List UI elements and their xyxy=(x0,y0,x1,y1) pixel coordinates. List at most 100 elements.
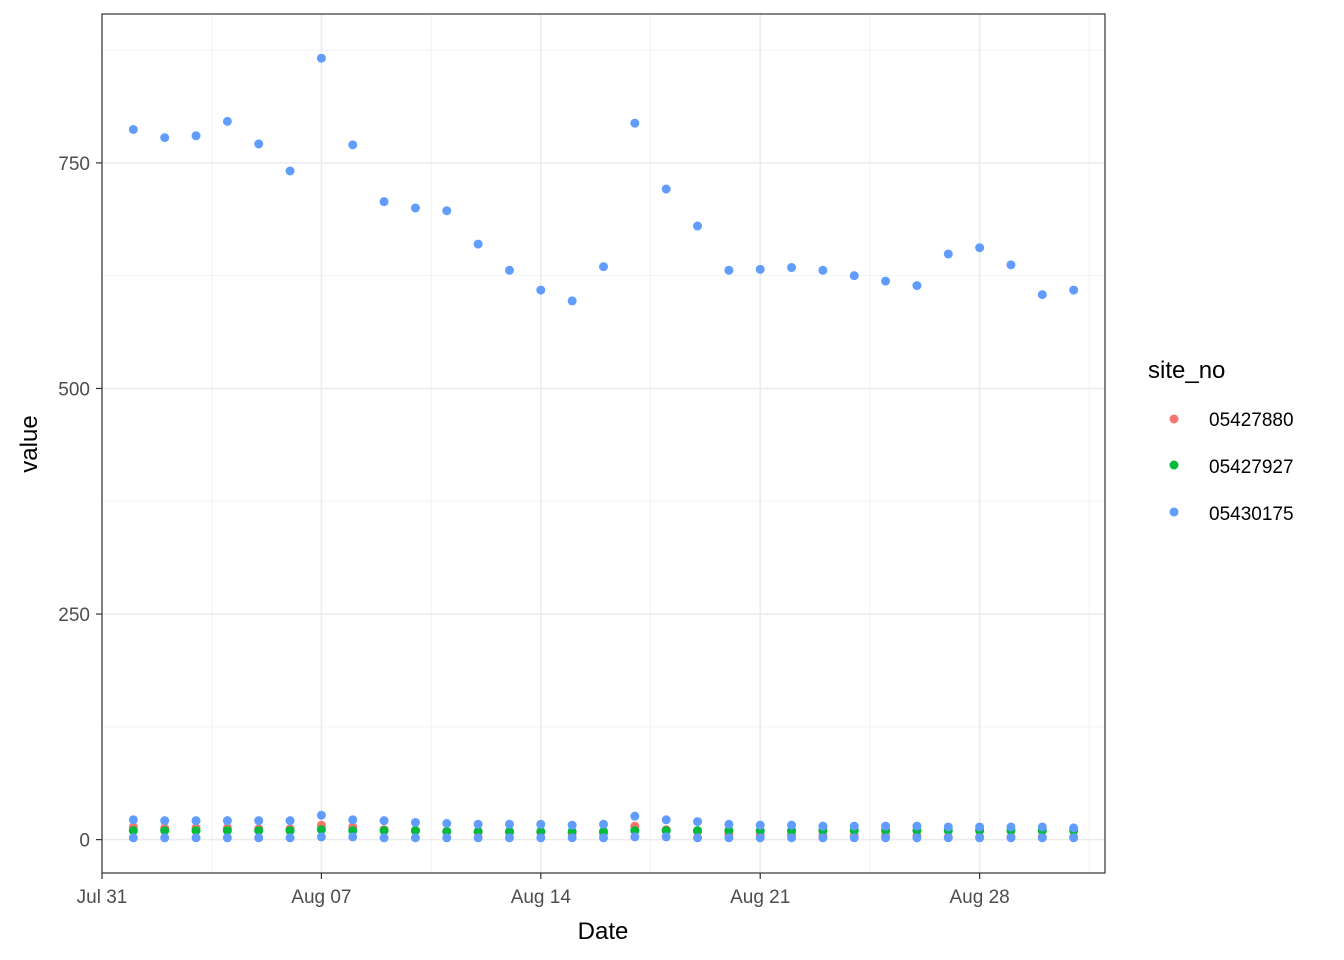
data-point xyxy=(128,826,138,836)
x-tick-label: Aug 28 xyxy=(950,887,1010,908)
data-point xyxy=(504,833,514,843)
data-point xyxy=(316,810,326,820)
data-point xyxy=(504,265,514,275)
legend-item-05430175: 05430175 xyxy=(1169,504,1294,525)
data-point xyxy=(881,276,891,286)
y-tick-label: 500 xyxy=(58,379,90,400)
data-point xyxy=(1069,823,1079,833)
data-point xyxy=(755,264,765,274)
data-point xyxy=(661,815,671,825)
series-05430175-3 xyxy=(128,810,1079,833)
data-point xyxy=(222,833,232,843)
data-point xyxy=(254,826,264,836)
data-point xyxy=(787,820,797,830)
data-point xyxy=(567,820,577,830)
data-point xyxy=(943,822,953,832)
data-point xyxy=(473,819,483,829)
x-axis-title: Date xyxy=(578,918,629,945)
data-point xyxy=(410,817,420,827)
data-point xyxy=(599,819,608,829)
data-point xyxy=(316,825,326,835)
x-tick-label: Aug 07 xyxy=(291,887,351,908)
data-point xyxy=(348,832,358,842)
y-tick-label: 250 xyxy=(58,605,90,626)
data-point xyxy=(473,826,483,836)
data-point xyxy=(410,833,420,843)
data-point xyxy=(160,816,170,826)
data-point xyxy=(693,833,703,843)
legend-key-05427927 xyxy=(1169,460,1179,470)
data-point xyxy=(567,296,577,306)
data-point xyxy=(693,817,703,827)
data-point xyxy=(410,826,420,836)
data-point xyxy=(285,833,295,843)
data-point xyxy=(128,125,138,134)
data-point xyxy=(128,833,138,843)
data-point xyxy=(191,826,201,836)
data-point xyxy=(630,832,640,842)
data-point xyxy=(504,819,514,829)
data-point xyxy=(191,833,201,843)
data-point xyxy=(473,239,483,249)
y-axis: 0 250 500 750 xyxy=(58,154,102,852)
data-point xyxy=(630,826,640,836)
data-point xyxy=(442,206,452,216)
data-points xyxy=(128,53,1079,843)
data-point xyxy=(379,826,389,836)
data-point xyxy=(818,821,828,831)
data-point xyxy=(693,221,703,231)
data-point xyxy=(1037,833,1047,843)
data-point xyxy=(536,833,546,843)
data-point xyxy=(191,131,201,141)
data-point xyxy=(975,243,985,253)
data-point xyxy=(849,271,859,281)
plot-panel xyxy=(102,14,1105,873)
data-point xyxy=(818,833,828,843)
data-point xyxy=(348,815,358,825)
data-point xyxy=(787,263,797,273)
series-05430175-2 xyxy=(128,53,1079,306)
data-point xyxy=(912,281,922,291)
data-point xyxy=(630,811,640,821)
data-point xyxy=(536,285,546,295)
y-tick-label: 750 xyxy=(58,154,90,175)
data-point xyxy=(599,826,608,836)
data-point xyxy=(599,833,608,843)
data-point xyxy=(536,826,546,836)
data-point xyxy=(943,249,953,259)
data-point xyxy=(724,819,734,829)
data-point xyxy=(849,833,859,843)
data-point xyxy=(348,140,358,150)
y-tick-label: 0 xyxy=(79,831,90,852)
data-point xyxy=(254,816,264,826)
data-point xyxy=(379,816,389,826)
data-point xyxy=(191,816,201,826)
data-point xyxy=(473,833,483,843)
x-axis: Jul 31 Aug 07 Aug 14 Aug 21 Aug 28 xyxy=(77,873,1010,908)
data-point xyxy=(912,833,922,843)
data-point xyxy=(285,816,295,826)
legend-label-05427927: 05427927 xyxy=(1209,457,1294,478)
data-point xyxy=(943,833,953,843)
x-tick-label: Jul 31 xyxy=(77,887,128,908)
legend-label-05427880: 05427880 xyxy=(1209,410,1294,431)
data-point xyxy=(661,826,671,836)
data-point xyxy=(1037,822,1047,832)
data-point xyxy=(160,826,170,836)
data-point xyxy=(285,166,295,176)
data-point xyxy=(1006,822,1016,832)
plot-panel-border xyxy=(101,13,1106,874)
legend: site_no 05427880 05427927 05430175 xyxy=(1148,357,1294,525)
data-point xyxy=(975,822,985,832)
data-point xyxy=(222,116,232,126)
data-point xyxy=(630,118,640,128)
data-point xyxy=(442,833,452,843)
data-point xyxy=(567,826,577,836)
data-point xyxy=(724,833,734,843)
data-point xyxy=(1037,290,1047,300)
x-tick-label: Aug 14 xyxy=(511,887,572,908)
data-point xyxy=(410,203,420,213)
data-point xyxy=(160,133,170,143)
legend-title: site_no xyxy=(1148,357,1225,384)
